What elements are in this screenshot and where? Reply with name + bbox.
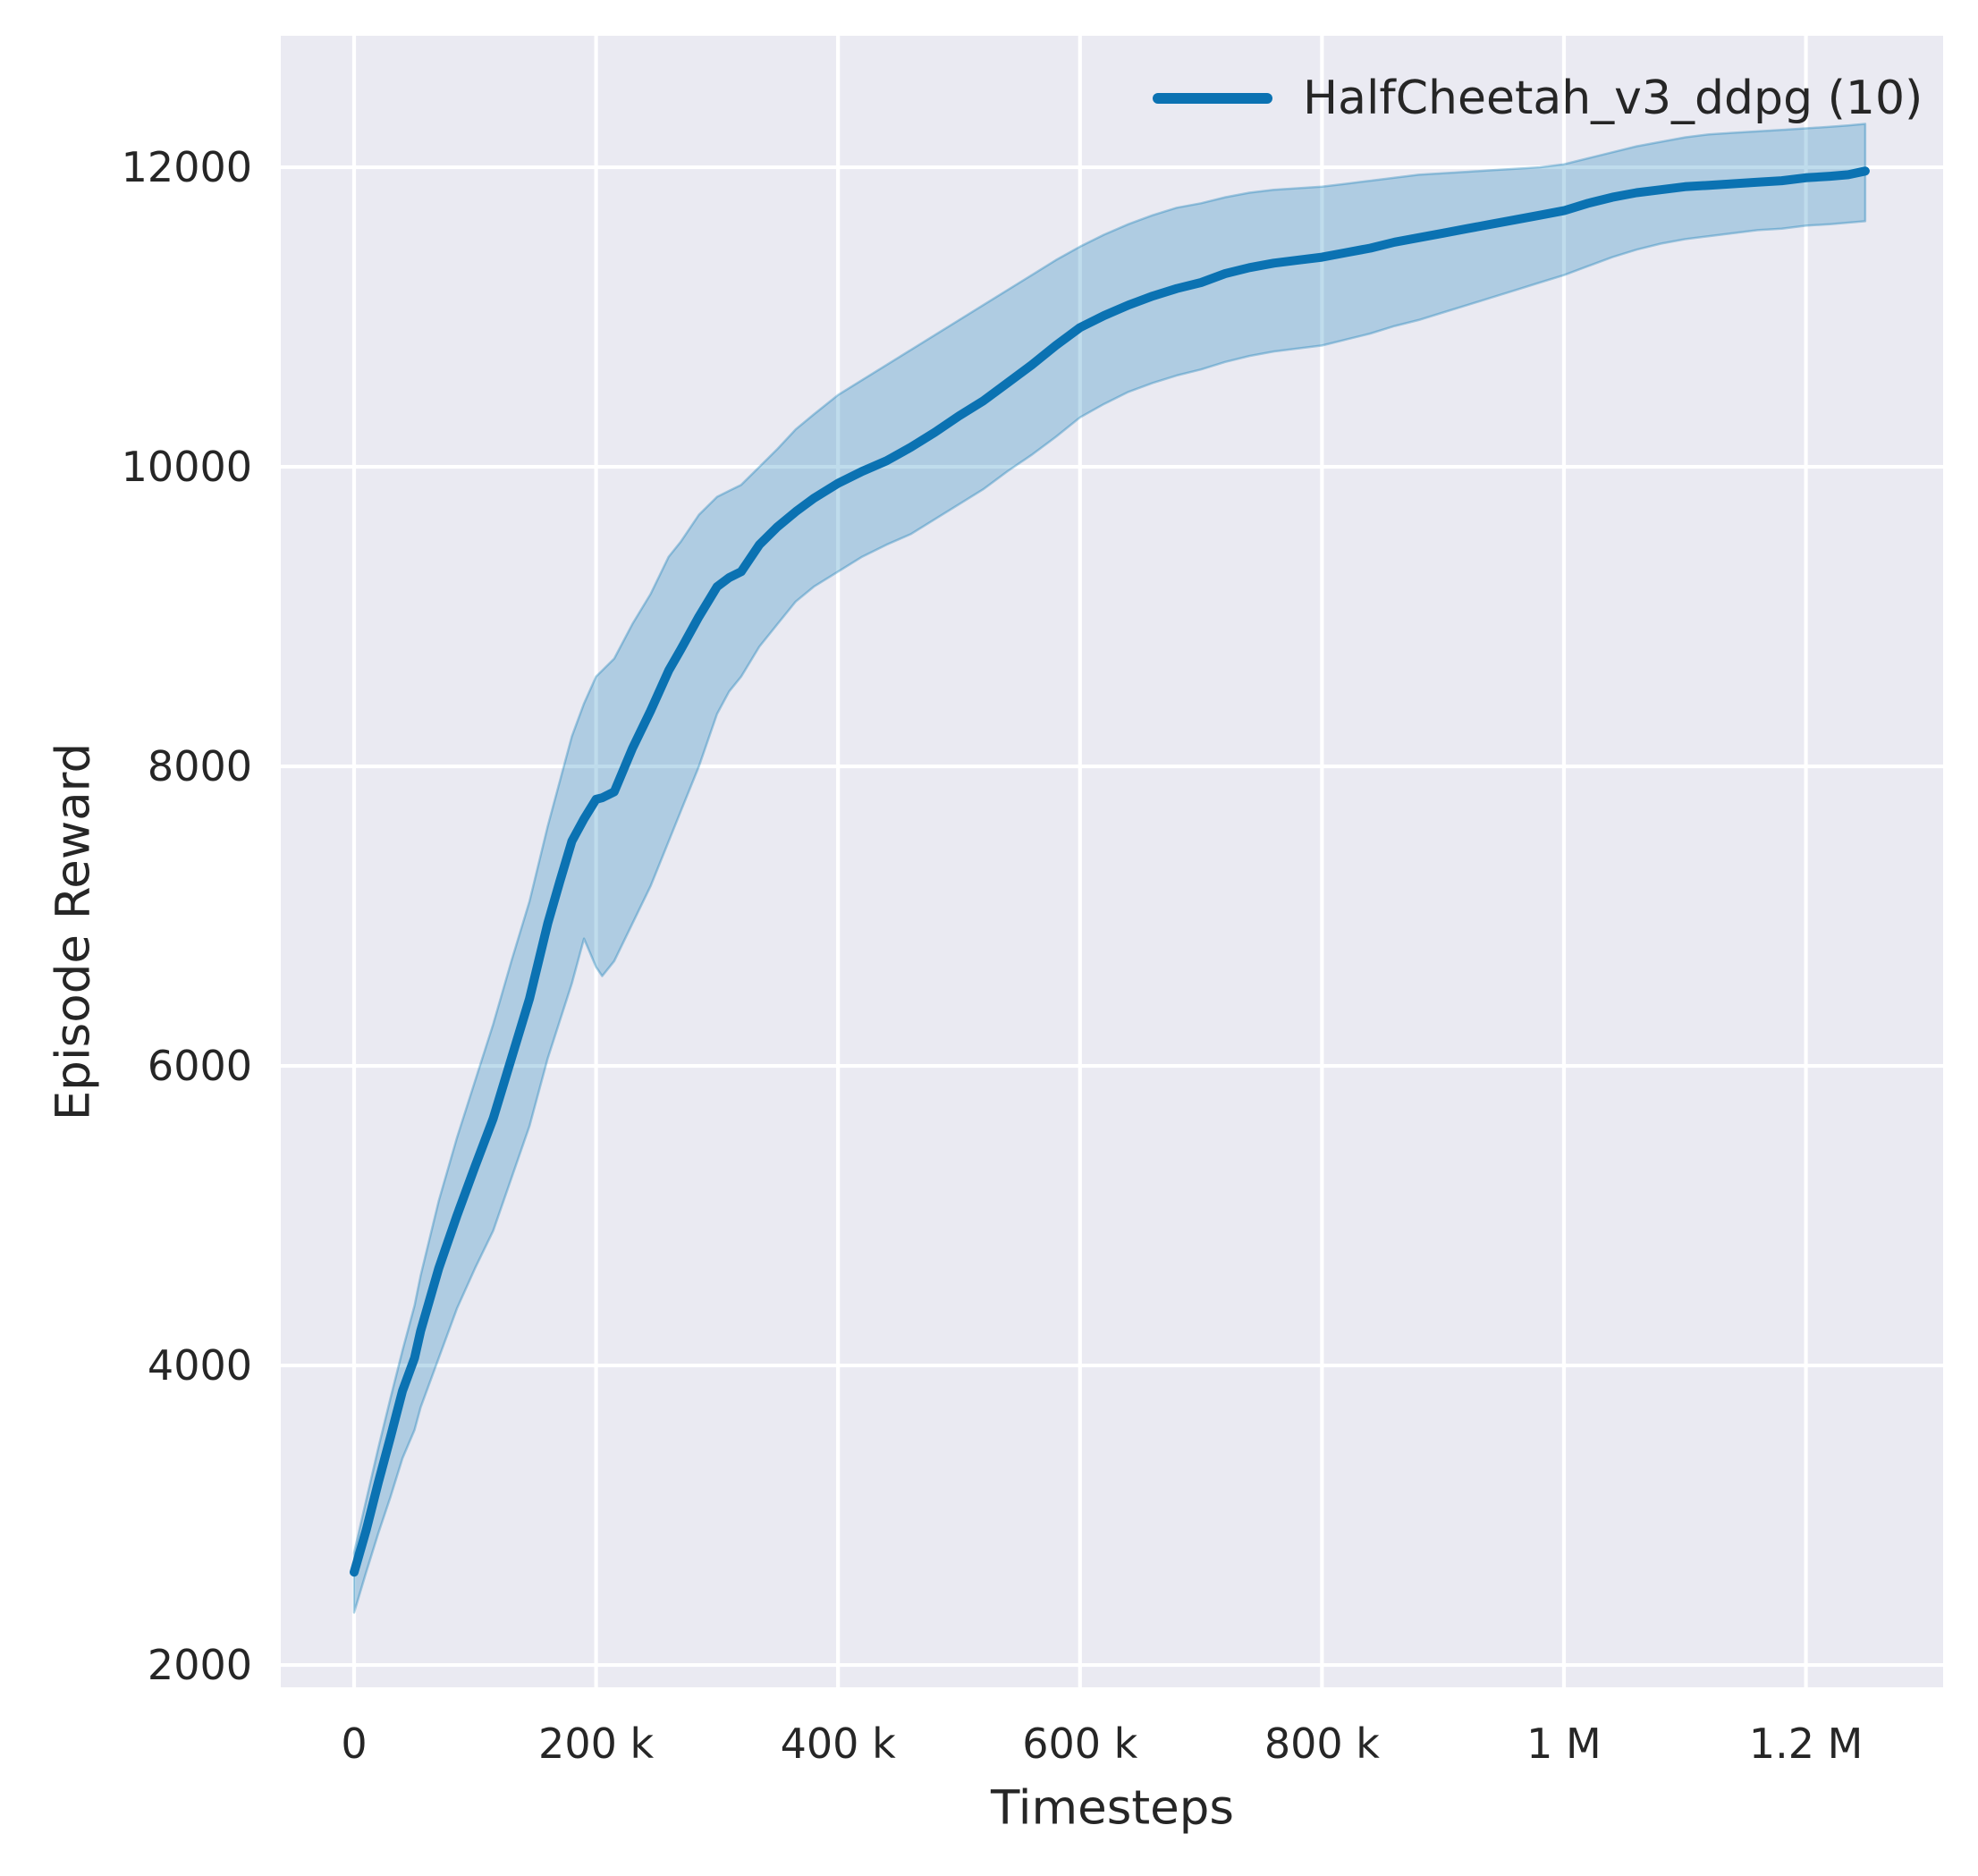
x-tick-labels: 0 200 k 400 k 600 k 800 k 1 M 1.2 M: [341, 1720, 1863, 1768]
y-tick-labels: 2000 4000 6000 8000 10000 12000: [122, 143, 252, 1689]
x-tick-label: 1 M: [1526, 1720, 1602, 1768]
y-tick-label: 10000: [122, 443, 252, 491]
y-tick-label: 8000: [148, 742, 252, 790]
grid-lines: [281, 36, 1943, 1687]
legend: HalfCheetah_v3_ddpg (10): [1153, 72, 1923, 125]
x-tick-label: 600 k: [1022, 1720, 1137, 1768]
y-tick-label: 6000: [148, 1042, 252, 1090]
x-tick-label: 0: [341, 1720, 367, 1768]
x-axis-label: Timesteps: [990, 1781, 1234, 1836]
y-tick-label: 2000: [148, 1641, 252, 1689]
x-tick-label: 200 k: [538, 1720, 654, 1768]
x-tick-label: 1.2 M: [1749, 1720, 1863, 1768]
x-tick-label: 400 k: [781, 1720, 896, 1768]
reward-curve-line: [350, 166, 1870, 1577]
x-tick-label: 800 k: [1264, 1720, 1380, 1768]
y-axis-label: Episode Reward: [46, 743, 101, 1120]
confidence-band: [352, 123, 1867, 1614]
y-tick-label: 12000: [122, 143, 252, 191]
legend-label: HalfCheetah_v3_ddpg (10): [1303, 72, 1923, 125]
y-tick-label: 4000: [148, 1341, 252, 1390]
